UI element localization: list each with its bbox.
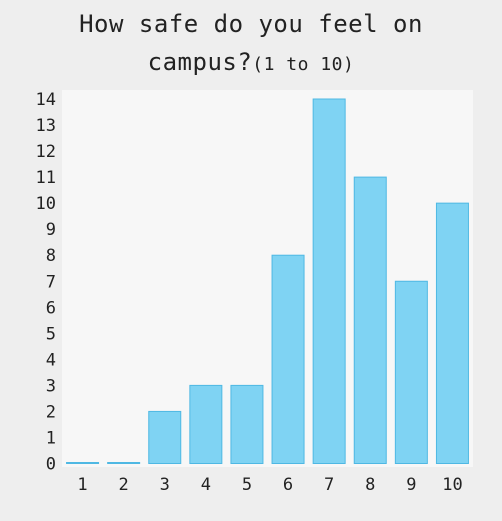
- x-tick-label: 8: [365, 475, 375, 495]
- bar-7: [312, 98, 346, 464]
- x-tick-label: 1: [77, 475, 87, 495]
- y-tick-label: 10: [36, 194, 56, 214]
- y-tick-label: 2: [46, 402, 56, 422]
- bar-3: [148, 410, 182, 464]
- y-tick-label: 12: [36, 142, 56, 162]
- y-tick-label: 6: [46, 298, 56, 318]
- chart-title-range: (1 to 10): [252, 54, 355, 75]
- x-tick-label: 9: [406, 475, 416, 495]
- x-tick-label: 5: [242, 475, 252, 495]
- x-tick-label: 10: [442, 475, 462, 495]
- x-tick-label: 4: [201, 475, 211, 495]
- y-tick-label: 5: [46, 324, 56, 344]
- x-axis: 1 2 3 4 5 6 7 8 9 10: [77, 475, 462, 495]
- y-tick-label: 9: [46, 220, 56, 240]
- bar-9: [394, 280, 428, 464]
- y-tick-label: 3: [46, 376, 56, 396]
- y-tick-label: 1: [46, 428, 56, 448]
- y-tick-label: 8: [46, 246, 56, 266]
- bar-2: [107, 462, 141, 464]
- y-tick-label: 11: [36, 168, 56, 188]
- x-tick-label: 6: [283, 475, 293, 495]
- chart-title-main: campus?: [147, 48, 253, 76]
- y-tick-label: 4: [46, 350, 56, 370]
- bar-8: [353, 176, 387, 464]
- x-tick-label: 7: [324, 475, 334, 495]
- chart-title-line-1: How safe do you feel on: [79, 10, 423, 38]
- bar-6: [271, 254, 305, 464]
- y-tick-label: 0: [46, 455, 56, 475]
- bar-1: [66, 462, 100, 464]
- bar-5: [230, 384, 264, 464]
- y-tick-label: 7: [46, 272, 56, 292]
- y-tick-label: 13: [36, 116, 56, 136]
- x-tick-label: 2: [119, 475, 129, 495]
- bar-10: [435, 202, 469, 464]
- bar-4: [189, 384, 223, 464]
- bars: [66, 98, 469, 464]
- y-tick-label: 14: [36, 90, 56, 110]
- x-tick-label: 3: [160, 475, 170, 495]
- chart-title-line-2: campus?(1 to 10): [0, 48, 502, 76]
